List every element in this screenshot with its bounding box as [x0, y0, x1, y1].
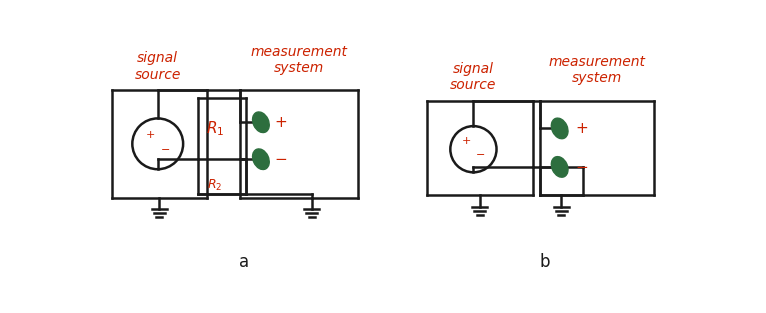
Text: −: − — [275, 152, 287, 167]
Text: a: a — [239, 254, 249, 271]
Text: +: + — [275, 115, 287, 130]
Text: signal
source: signal source — [450, 62, 496, 92]
Text: b: b — [539, 254, 549, 271]
Text: $R_1$: $R_1$ — [205, 119, 224, 138]
Text: signal
source: signal source — [135, 51, 181, 82]
Ellipse shape — [253, 112, 269, 133]
Text: −: − — [476, 150, 485, 160]
Text: measurement
system: measurement system — [251, 45, 348, 75]
Text: +: + — [146, 130, 155, 140]
Text: +: + — [462, 136, 471, 146]
Text: −: − — [575, 160, 588, 175]
Text: −: − — [161, 145, 170, 155]
Text: +: + — [575, 121, 588, 136]
Ellipse shape — [552, 156, 568, 177]
Ellipse shape — [253, 149, 269, 170]
Text: measurement
system: measurement system — [548, 54, 645, 85]
Ellipse shape — [552, 118, 568, 139]
Text: $R_2$: $R_2$ — [207, 178, 222, 193]
